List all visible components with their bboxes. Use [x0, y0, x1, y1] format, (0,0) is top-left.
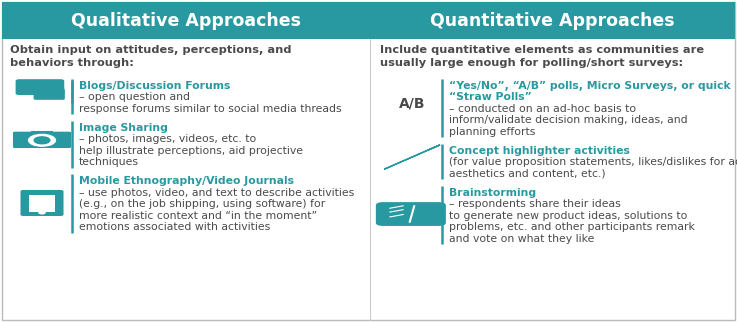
Text: techniques: techniques: [79, 157, 139, 167]
Text: Image Sharing: Image Sharing: [79, 123, 168, 133]
Text: (for value proposition statements, likes/dislikes for ad: (for value proposition statements, likes…: [449, 157, 737, 167]
FancyBboxPatch shape: [21, 190, 63, 216]
Text: – open question and: – open question and: [79, 92, 190, 102]
Text: inform/validate decision making, ideas, and: inform/validate decision making, ideas, …: [449, 115, 688, 125]
FancyBboxPatch shape: [31, 131, 53, 135]
Text: to generate new product ideas, solutions to: to generate new product ideas, solutions…: [449, 211, 688, 221]
Text: response forums similar to social media threads: response forums similar to social media …: [79, 104, 342, 114]
Text: Mobile Ethnography/Video Journals: Mobile Ethnography/Video Journals: [79, 176, 294, 186]
Circle shape: [29, 135, 55, 146]
Text: (e.g., on the job shipping, using software) for: (e.g., on the job shipping, using softwa…: [79, 199, 325, 209]
Text: – respondents share their ideas: – respondents share their ideas: [449, 199, 621, 209]
FancyBboxPatch shape: [34, 89, 65, 100]
FancyBboxPatch shape: [407, 202, 446, 226]
Text: emotions associated with activities: emotions associated with activities: [79, 222, 270, 232]
Text: – photos, images, videos, etc. to: – photos, images, videos, etc. to: [79, 134, 256, 144]
Text: Obtain input on attitudes, perceptions, and
behaviors through:: Obtain input on attitudes, perceptions, …: [10, 45, 292, 68]
Text: more realistic context and “in the moment”: more realistic context and “in the momen…: [79, 211, 317, 221]
Text: Quantitative Approaches: Quantitative Approaches: [430, 12, 675, 30]
Text: Concept highlighter activities: Concept highlighter activities: [449, 146, 630, 156]
Text: Include quantitative elements as communities are
usually large enough for pollin: Include quantitative elements as communi…: [380, 45, 704, 68]
Text: A/B: A/B: [399, 97, 425, 111]
Text: Brainstorming: Brainstorming: [449, 188, 536, 198]
FancyBboxPatch shape: [370, 2, 735, 39]
Circle shape: [39, 211, 45, 214]
FancyBboxPatch shape: [29, 195, 55, 212]
Text: help illustrate perceptions, aid projective: help illustrate perceptions, aid project…: [79, 146, 303, 156]
Polygon shape: [384, 145, 440, 169]
Text: aesthetics and content, etc.): aesthetics and content, etc.): [449, 169, 606, 179]
Text: Qualitative Approaches: Qualitative Approaches: [71, 12, 301, 30]
Circle shape: [34, 137, 50, 144]
FancyBboxPatch shape: [2, 2, 370, 39]
Text: Blogs/Discussion Forums: Blogs/Discussion Forums: [79, 80, 231, 90]
Polygon shape: [428, 145, 440, 150]
FancyBboxPatch shape: [376, 202, 415, 226]
Text: planning efforts: planning efforts: [449, 127, 535, 137]
Text: “Yes/No”, “A/B” polls, Micro Surveys, or quick: “Yes/No”, “A/B” polls, Micro Surveys, or…: [449, 80, 730, 90]
Text: – use photos, video, and text to describe activities: – use photos, video, and text to describ…: [79, 188, 354, 198]
Text: “Straw Polls”: “Straw Polls”: [449, 92, 531, 102]
FancyBboxPatch shape: [13, 132, 71, 148]
Text: – conducted on an ad-hoc basis to: – conducted on an ad-hoc basis to: [449, 104, 636, 114]
Text: and vote on what they like: and vote on what they like: [449, 233, 594, 243]
FancyBboxPatch shape: [15, 79, 64, 95]
Text: problems, etc. and other participants remark: problems, etc. and other participants re…: [449, 222, 695, 232]
